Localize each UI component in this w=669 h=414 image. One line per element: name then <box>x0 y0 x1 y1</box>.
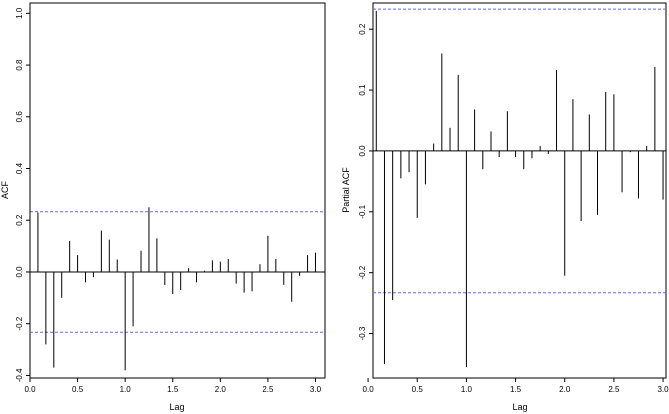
acf-y-tick-label: 1.0 <box>15 7 24 19</box>
pacf-x-tick-label: 2.5 <box>608 385 620 394</box>
pacf-x-tick-label: 0.5 <box>412 385 424 394</box>
acf-x-tick-label: 3.0 <box>310 385 322 394</box>
acf-y-tick-label: 0.6 <box>15 111 24 123</box>
acf-x-axis: 0.0 0.5 1.0 1.5 2.0 2.5 3.0 <box>24 378 322 394</box>
acf-y-axis-label: ACF <box>0 180 10 199</box>
pacf-y-tick-label: -0.3 <box>358 326 367 340</box>
pacf-y-axis: -0.3 -0.2 -0.1 0.0 0.1 0.2 <box>358 23 373 340</box>
acf-plot-frame <box>29 2 326 379</box>
pacf-x-tick-label: 1.5 <box>510 385 522 394</box>
acf-y-tick-label: -0.2 <box>15 316 24 330</box>
pacf-y-tick-label: -0.1 <box>358 204 367 218</box>
acf-y-tick-label: 0.0 <box>15 266 24 278</box>
pacf-x-tick-label: 1.0 <box>461 385 473 394</box>
acf-confidence-bounds <box>30 211 325 333</box>
acf-x-tick-label: 2.0 <box>215 385 227 394</box>
pacf-bars <box>375 10 664 368</box>
acf-x-tick-label: 1.0 <box>120 385 132 394</box>
pacf-y-tick-label: 0.0 <box>358 145 367 157</box>
acf-y-axis: -0.4 -0.2 0.0 0.2 0.4 0.6 0.8 1.0 <box>15 7 30 382</box>
acf-y-tick-label: 0.2 <box>15 214 24 226</box>
acf-y-tick-label: 0.8 <box>15 59 24 71</box>
acf-y-tick-label: 0.4 <box>15 162 24 174</box>
pacf-panel: -0.3 -0.2 -0.1 0.0 0.1 0.2 0.0 0.5 1.0 1.5 2.0 2.5… <box>341 2 669 412</box>
pacf-x-axis-label: Lag <box>512 402 527 412</box>
acf-x-axis-label: Lag <box>169 402 184 412</box>
pacf-plot-frame <box>372 2 667 379</box>
pacf-x-tick-label: 0.0 <box>363 385 375 394</box>
pacf-y-tick-label: 0.1 <box>358 84 367 96</box>
acf-x-tick-label: 1.5 <box>167 385 179 394</box>
acf-x-tick-label: 2.5 <box>262 385 274 394</box>
pacf-x-tick-label: 2.0 <box>559 385 571 394</box>
pacf-y-axis-label: Partial ACF <box>341 167 351 213</box>
acf-panel: -0.4 -0.2 0.0 0.2 0.4 0.6 0.8 1.0 0.0 0.5 1.0 1.5 2… <box>0 2 326 412</box>
pacf-x-tick-label: 3.0 <box>657 385 669 394</box>
pacf-confidence-bounds <box>373 8 666 294</box>
pacf-x-axis: 0.0 0.5 1.0 1.5 2.0 2.5 3.0 <box>363 378 669 394</box>
pacf-y-tick-label: 0.2 <box>358 23 367 35</box>
acf-bars <box>29 13 316 371</box>
acf-y-tick-label: -0.4 <box>15 368 24 382</box>
pacf-y-tick-label: -0.2 <box>358 265 367 279</box>
acf-x-tick-label: 0.0 <box>24 385 36 394</box>
acf-x-tick-label: 0.5 <box>72 385 84 394</box>
